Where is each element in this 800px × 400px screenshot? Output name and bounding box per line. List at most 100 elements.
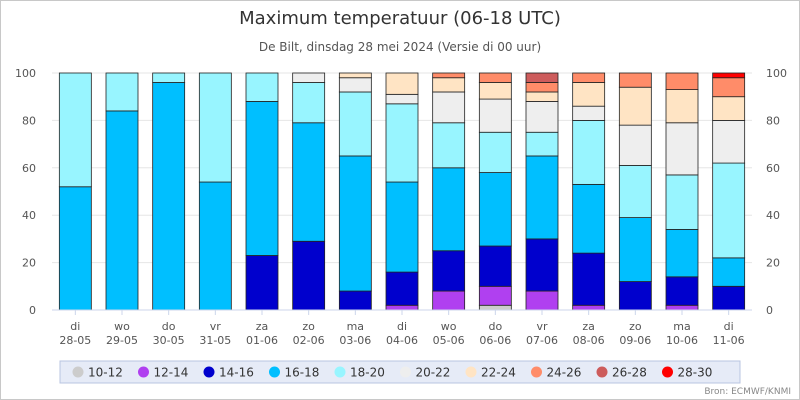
bar-segment-20-22 (712, 120, 746, 164)
bar-segment-22-24 (712, 96, 746, 121)
y-tick-label-left: 80 (22, 114, 36, 127)
bar-segment-14-16 (525, 238, 559, 292)
legend-marker-14-16 (203, 366, 215, 378)
legend-label-14-16: 14-16 (219, 366, 254, 380)
bar-segment-16-18 (198, 181, 232, 311)
x-tick-label-date: 08-06 (573, 334, 605, 347)
bar-segment-16-18 (338, 155, 372, 292)
legend-marker-26-28 (596, 366, 608, 378)
y-tick-label-left: 60 (22, 162, 36, 175)
bar-segment-18-20 (292, 82, 326, 124)
bar-segment-22-24 (432, 77, 466, 93)
legend-marker-20-22 (400, 366, 411, 378)
bar-segment-14-16 (712, 285, 746, 311)
y-tick-label-left: 100 (15, 67, 36, 80)
bar-segment-24-26 (572, 72, 606, 83)
bar-segment-20-22 (432, 91, 466, 124)
bar-segment-24-26 (525, 82, 559, 93)
bar-segment-24-26 (618, 72, 652, 88)
x-tick-label-date: 05-06 (433, 334, 465, 347)
x-tick-label-date: 28-05 (59, 334, 91, 347)
bar-segment-20-22 (385, 93, 419, 105)
bar-segment-14-16 (245, 255, 279, 311)
bar-segment-20-22 (665, 122, 699, 176)
bar-segment-18-20 (665, 174, 699, 230)
chart-subtitle: De Bilt, dinsdag 28 mei 2024 (Versie di … (259, 40, 541, 54)
bar-segment-16-18 (58, 186, 92, 311)
bar-segment-20-22 (618, 124, 652, 166)
bar-segment-18-20 (338, 91, 372, 157)
x-tick-label-day: vr (536, 320, 548, 333)
y-tick-label-left: 40 (22, 209, 36, 222)
bar-segment-16-18 (525, 155, 559, 240)
bar-segment-14-16 (478, 245, 512, 287)
bar-segment-14-16 (432, 250, 466, 292)
bar-segment-16-18 (712, 257, 746, 287)
bar-segment-10-12 (478, 304, 512, 311)
bar-segment-12-14 (525, 290, 559, 311)
bar-segment-22-24 (572, 82, 606, 107)
bar-segment-20-22 (572, 105, 606, 121)
bar-segment-18-20 (572, 120, 606, 185)
x-tick-label-date: 01-06 (246, 334, 278, 347)
x-tick-label-day: di (397, 320, 407, 333)
x-tick-label-day: vr (210, 320, 222, 333)
x-tick-label-date: 07-06 (526, 334, 558, 347)
bar-segment-18-20 (525, 131, 559, 157)
bar-segment-14-16 (572, 252, 606, 306)
x-tick-label-day: do (488, 320, 502, 333)
chart-title: Maximum temperatuur (06-18 UTC) (239, 8, 561, 29)
x-tick-label-date: 29-05 (106, 334, 138, 347)
bar-segment-22-24 (478, 82, 512, 100)
y-tick-label-right: 20 (766, 257, 780, 270)
bar-segment-14-16 (292, 240, 326, 311)
x-tick-label-day: wo (114, 320, 130, 333)
bar-segment-20-22 (525, 101, 559, 133)
bar-segment-22-24 (618, 86, 652, 126)
bar-segment-14-16 (665, 276, 699, 306)
bar-segment-24-26 (665, 72, 699, 90)
x-tick-label-day: wo (441, 320, 457, 333)
bar-segment-18-20 (385, 103, 419, 183)
bar-segment-16-18 (245, 101, 279, 256)
bar-segment-22-24 (665, 89, 699, 124)
legend-marker-16-18 (269, 366, 280, 378)
bar-segment-18-20 (58, 72, 92, 188)
legend-label-24-26: 24-26 (547, 366, 582, 380)
bar-segment-28-30 (712, 72, 746, 79)
y-tick-label-right: 80 (766, 114, 780, 127)
bar-segment-18-20 (618, 165, 652, 218)
bar-segment-26-28 (525, 72, 559, 83)
y-tick-label-left: 0 (29, 304, 36, 317)
bar-segment-14-16 (385, 271, 419, 306)
bar-segment-16-18 (432, 167, 466, 252)
x-tick-label-date: 02-06 (293, 334, 325, 347)
x-tick-label-date: 04-06 (386, 334, 418, 347)
legend-marker-28-30 (662, 366, 673, 378)
bar-segment-24-26 (712, 77, 746, 98)
bar-segment-16-18 (572, 183, 606, 254)
bar-segment-20-22 (292, 72, 326, 83)
bar-segment-18-20 (105, 72, 139, 112)
bar-segment-16-18 (478, 172, 512, 247)
bar-segment-18-20 (152, 72, 186, 83)
y-tick-label-right: 40 (766, 209, 780, 222)
bar-segment-16-18 (618, 217, 652, 282)
bar-segment-16-18 (292, 122, 326, 242)
x-tick-label-day: zo (302, 320, 315, 333)
x-tick-label-day: za (582, 320, 595, 333)
bar-segment-16-18 (385, 181, 419, 273)
bar-segment-12-14 (478, 285, 512, 306)
credit-text: Bron: ECMWF/KNMI (704, 387, 791, 397)
x-tick-label-date: 10-06 (666, 334, 698, 347)
x-tick-label-day: di (70, 320, 80, 333)
bar-segment-18-20 (478, 131, 512, 173)
y-tick-label-right: 0 (766, 304, 773, 317)
legend-label-18-20: 18-20 (350, 366, 385, 380)
legend-marker-12-14 (138, 366, 149, 378)
legend-label-28-30: 28-30 (678, 366, 713, 380)
legend-label-16-18: 16-18 (285, 366, 320, 380)
bar-segment-22-24 (525, 91, 559, 102)
legend: 10-12 12-14 14-16 16-18 18-20 20-22 22-24 24-26… (72, 366, 713, 380)
